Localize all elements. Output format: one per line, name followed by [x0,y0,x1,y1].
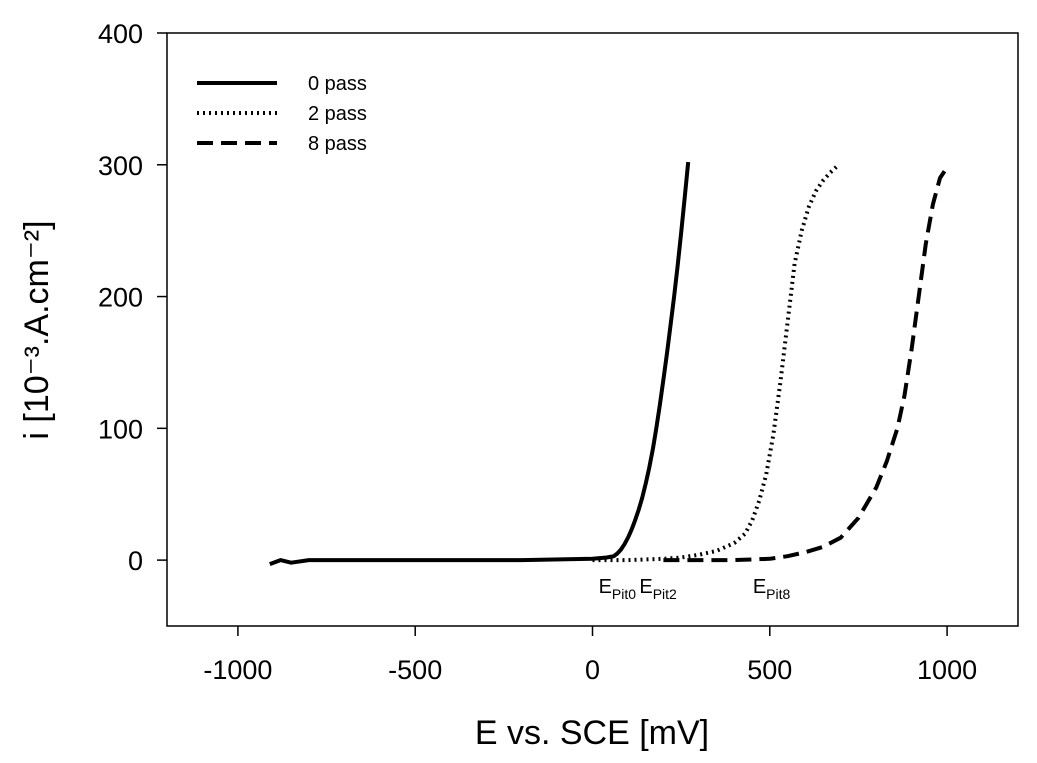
y-tick-label: 100 [98,414,143,444]
tick-group: -1000 -500 0 500 1000 0 100 200 300 400 [98,19,977,685]
annotation-epit: EPit0 [599,576,637,602]
annotation-epit: EPit2 [639,576,677,602]
y-tick-label: 400 [98,19,143,49]
x-axis-title: E vs. SCE [mV] [475,714,709,752]
annotation-main: E [639,576,652,598]
legend-label: 2 pass [308,103,367,125]
annotation-sub: Pit8 [766,586,790,602]
annotation-layer: EPit0 EPit2 EPit8 [599,576,791,602]
annotation-main: E [599,576,612,598]
series-line-0-pass [269,161,691,566]
annotation-main: E [753,576,766,598]
series-line-2-pass [592,164,839,563]
plot-frame [166,32,1019,627]
x-tick-label: 1000 [917,655,977,685]
y-tick-label: 0 [128,546,143,576]
series-layer [269,161,949,566]
x-tick-label: 0 [585,655,600,685]
series-line-8-pass [663,166,949,563]
legend: 0 pass 2 pass 8 pass [197,73,367,155]
legend-label: 8 pass [308,133,367,155]
annotation-epit: EPit8 [753,576,791,602]
y-axis-title: i [10⁻³.A.cm⁻²] [18,220,56,439]
annotation-sub: Pit2 [653,586,677,602]
x-tick-label: -1000 [203,655,272,685]
annotation-sub: Pit0 [612,586,636,602]
y-tick-label: 300 [98,151,143,181]
legend-label: 0 pass [308,73,367,95]
x-tick-label: 500 [747,655,792,685]
x-tick-label: -500 [388,655,442,685]
y-tick-label: 200 [98,283,143,313]
